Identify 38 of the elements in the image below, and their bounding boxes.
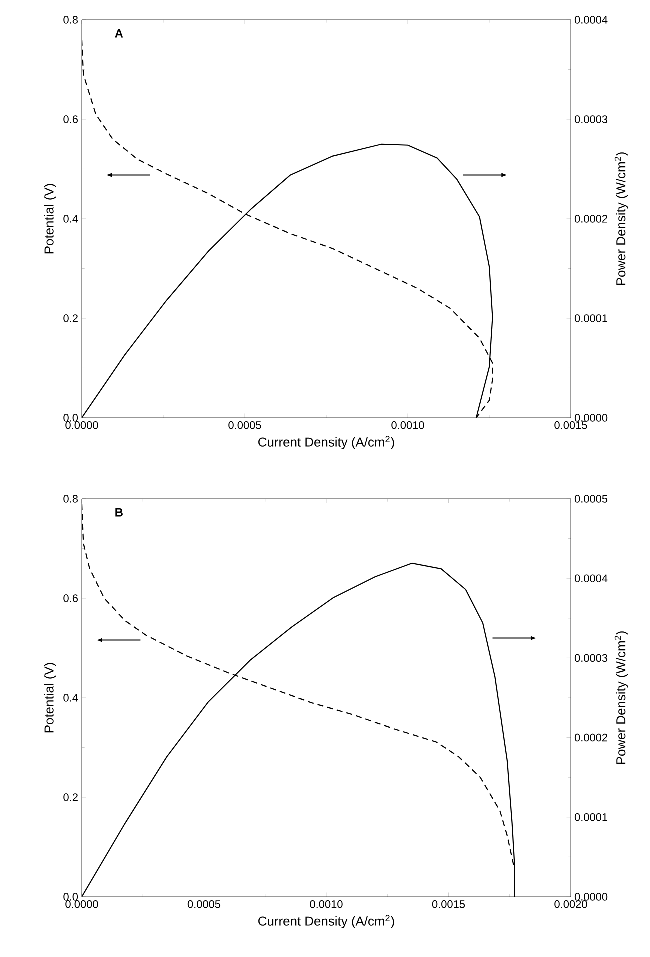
y-tick-label: 0.6 <box>64 116 78 124</box>
y-tick-label: 0.0 <box>64 414 78 422</box>
y-tick-label: 0.0 <box>64 893 78 901</box>
x-tick-label: 0.0005 <box>228 422 262 430</box>
y-tick-label: 0.4 <box>64 215 78 223</box>
x-tick-label: 0.0015 <box>554 422 588 430</box>
y-axis-title: Potential (V) <box>44 663 56 733</box>
x-tick-label: 0.0010 <box>310 900 343 908</box>
y2-tick-label: 0.0004 <box>574 574 608 582</box>
x-tick-label: 0.0000 <box>66 900 98 908</box>
y2-tick-label: 0.0003 <box>574 116 608 124</box>
y2-tick-label: 0.0000 <box>574 893 608 901</box>
y-tick-label: 0.2 <box>64 794 78 802</box>
y2-tick-label: 0.0001 <box>574 314 608 322</box>
x-tick-label: 0.0015 <box>432 900 466 908</box>
y-tick-label: 0.2 <box>64 314 78 322</box>
y-tick-label: 0.4 <box>64 694 78 702</box>
y2-tick-label: 0.0005 <box>574 495 608 503</box>
y2-tick-label: 0.0004 <box>574 16 608 24</box>
y-axis-title: Potential (V) <box>44 184 56 254</box>
x-axis-title: Current Density (A/cm$^{2}$) <box>258 915 394 928</box>
x-tick-label: 0.0000 <box>66 422 98 430</box>
x-tick-label: 0.0020 <box>554 900 588 908</box>
y2-tick-label: 0.0002 <box>574 734 608 742</box>
x-tick-label: 0.0005 <box>188 900 221 908</box>
text: A <box>115 29 124 38</box>
x-axis-title: Current Density (A/cm$^{2}$) <box>258 436 394 450</box>
y2-tick-label: 0.0000 <box>574 414 608 422</box>
y2-tick-label: 0.0001 <box>574 814 608 822</box>
y2-axis-title: Power Density (W/cm$^{2}$) <box>614 152 628 286</box>
text: B <box>116 508 123 517</box>
y2-axis-title: Power Density (W/cm$^{2}$) <box>614 632 628 764</box>
y-tick-label: 0.8 <box>64 495 78 503</box>
y2-tick-label: 0.0003 <box>574 654 608 662</box>
x-tick-label: 0.0010 <box>392 422 424 430</box>
y-tick-label: 0.6 <box>64 594 78 602</box>
y-tick-label: 0.8 <box>64 16 78 24</box>
y2-tick-label: 0.0002 <box>574 215 608 223</box>
